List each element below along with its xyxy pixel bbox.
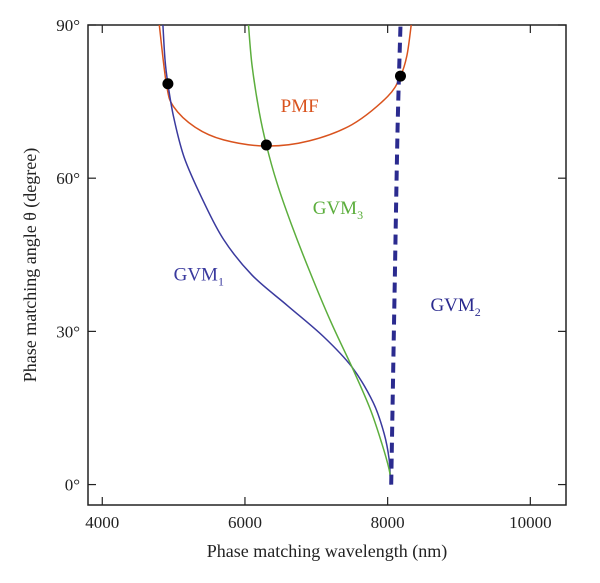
axis-ticks: 4000 6000 8000 10000 0° 30° 60° 90° — [56, 16, 566, 532]
x-tick-label: 4000 — [85, 513, 119, 532]
series-labels: PMF GVM1 GVM3 GVM2 — [174, 96, 481, 319]
y-tick-label: 60° — [56, 169, 80, 188]
y-tick-label: 30° — [56, 322, 80, 341]
x-tick-label: 6000 — [228, 513, 262, 532]
series-line-gvm2 — [389, 24, 403, 485]
y-tick-label: 0° — [65, 476, 80, 495]
series-label-gvm2: GVM2 — [430, 295, 480, 319]
x-tick-label: 10000 — [509, 513, 552, 532]
series-line-gvm3 — [247, 24, 392, 485]
intersection-marker — [162, 78, 174, 90]
series-label-pmf: PMF — [281, 96, 319, 117]
plot-frame — [87, 24, 567, 506]
series-group — [158, 24, 412, 485]
y-axis-label: Phase matching angle θ (degree) — [20, 148, 41, 383]
series-label-gvm1: GVM1 — [174, 264, 224, 288]
y-tick-label: 90° — [56, 16, 80, 35]
series-label-gvm3: GVM3 — [313, 198, 363, 222]
marker-group — [162, 70, 406, 151]
x-tick-label: 8000 — [371, 513, 405, 532]
x-axis-label: Phase matching wavelength (nm) — [207, 541, 447, 562]
series-line-pmf — [158, 24, 412, 147]
series-line-gvm1 — [162, 24, 392, 485]
intersection-marker — [394, 70, 406, 82]
intersection-marker — [260, 139, 272, 151]
